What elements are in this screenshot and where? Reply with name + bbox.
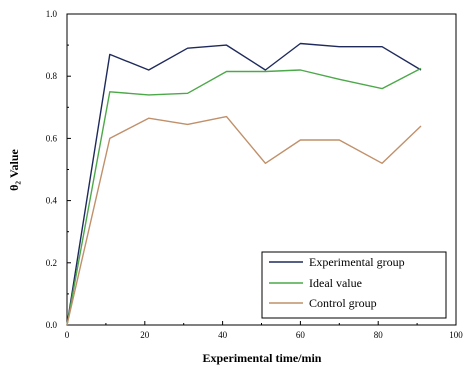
y-tick-label: 0.6 bbox=[46, 133, 58, 143]
legend-label-experimental-group: Experimental group bbox=[309, 255, 405, 269]
series-line-experimental-group bbox=[66, 42, 422, 326]
ticks-layer: 0 20 40 60 80 100 0.0 0.2 0.4 0.6 0.8 1.0 bbox=[46, 9, 464, 340]
x-tick-label: 20 bbox=[140, 330, 150, 340]
legend-label-ideal-value: Ideal value bbox=[309, 276, 362, 290]
legend: Experimental group Ideal value Control g… bbox=[261, 251, 447, 319]
x-tick-label: 0 bbox=[65, 330, 70, 340]
x-tick-label: 60 bbox=[296, 330, 306, 340]
y-tick-label: 0.0 bbox=[46, 320, 58, 330]
y-tick-label: 1.0 bbox=[46, 9, 58, 19]
x-tick-label: 40 bbox=[218, 330, 228, 340]
y-axis-title: θ₂ Value bbox=[7, 148, 21, 190]
y-tick-label: 0.4 bbox=[46, 196, 58, 206]
series-line-control-group bbox=[66, 115, 422, 326]
x-tick-label: 100 bbox=[449, 330, 463, 340]
y-tick-label: 0.8 bbox=[46, 71, 58, 81]
legend-label-control-group: Control group bbox=[309, 296, 377, 310]
x-tick-label: 80 bbox=[374, 330, 384, 340]
series-line-ideal-value bbox=[66, 67, 422, 326]
x-axis-title: Experimental time/min bbox=[203, 351, 322, 365]
y-tick-label: 0.2 bbox=[46, 258, 57, 268]
legend-box bbox=[261, 251, 447, 319]
series-layer bbox=[66, 42, 422, 326]
